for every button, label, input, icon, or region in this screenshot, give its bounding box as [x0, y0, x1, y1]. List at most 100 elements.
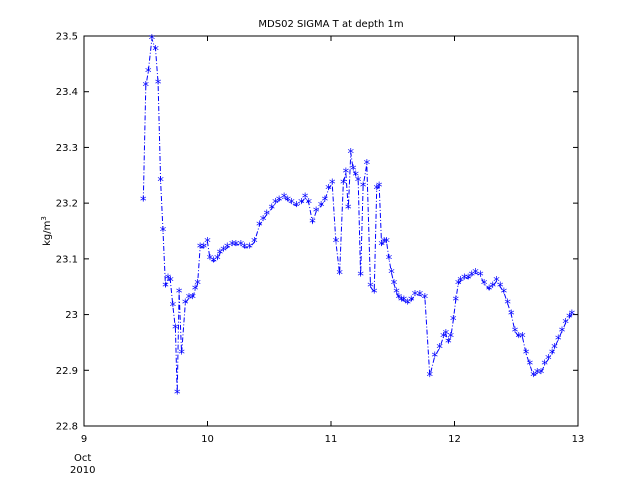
data-point-marker: * — [293, 200, 300, 215]
y-tick-label: 22.9 — [56, 366, 78, 377]
data-point-marker: * — [527, 359, 534, 374]
data-point-marker: * — [340, 178, 347, 193]
data-point-marker: * — [178, 348, 185, 363]
y-tick-label: 23.3 — [56, 143, 78, 154]
x-tick-label: 9 — [81, 434, 87, 445]
data-point-marker: * — [486, 284, 493, 299]
data-point-marker: * — [272, 197, 279, 212]
data-point-marker: * — [350, 164, 357, 179]
data-point-marker: * — [322, 194, 329, 209]
data-point-marker: * — [515, 331, 522, 346]
data-point-marker: * — [264, 208, 271, 223]
data-point-marker: * — [364, 158, 371, 173]
data-point-marker: * — [477, 270, 484, 285]
data-point-marker: * — [388, 267, 395, 282]
data-point-marker: * — [391, 278, 398, 293]
data-point-marker: * — [360, 180, 367, 195]
data-point-marker: * — [220, 245, 227, 260]
data-point-marker: * — [210, 256, 217, 271]
plot-area-frame — [83, 35, 579, 427]
data-point-marker: * — [229, 239, 236, 254]
data-point-marker: * — [149, 33, 156, 48]
data-point-marker: * — [493, 275, 500, 290]
y-tick-label: 23.1 — [56, 254, 78, 265]
data-point-marker: * — [285, 194, 292, 209]
data-point-marker: * — [176, 286, 183, 301]
data-point-marker: * — [497, 281, 504, 296]
data-point-marker: * — [343, 167, 350, 182]
data-point-marker: * — [186, 292, 193, 307]
data-point-marker: * — [393, 286, 400, 301]
data-point-marker: * — [318, 200, 325, 215]
data-point-marker: * — [457, 275, 464, 290]
data-point-marker: * — [201, 242, 208, 257]
data-point-marker: * — [541, 359, 548, 374]
data-point-marker: * — [357, 270, 364, 285]
data-point-marker: * — [157, 175, 164, 190]
data-point-marker: * — [288, 197, 295, 212]
data-point-marker: * — [417, 289, 424, 304]
y-axis-label-main: kg/m — [42, 221, 53, 246]
data-point-marker: * — [160, 225, 167, 240]
data-point-marker: * — [309, 217, 316, 232]
data-point-marker: * — [549, 348, 556, 363]
data-point-marker: * — [145, 66, 152, 81]
data-point-marker: * — [251, 236, 258, 251]
data-point-marker: * — [440, 331, 447, 346]
data-point-marker: * — [233, 239, 240, 254]
data-point-marker: * — [241, 242, 248, 257]
data-point-marker: * — [373, 183, 380, 198]
y-tick-label: 23.4 — [56, 87, 78, 98]
y-tick-label: 23.2 — [56, 199, 78, 210]
data-point-marker: * — [162, 281, 169, 296]
data-point-marker: * — [238, 239, 245, 254]
data-point-marker: * — [165, 272, 172, 287]
x-tick-label: 10 — [201, 434, 214, 445]
data-point-marker: * — [268, 203, 275, 218]
data-point-marker: * — [559, 325, 566, 340]
plot-axes: 9 10 11 12 13 22.8 22.9 23 23.1 23.2 23.3 23.4 23.5 — [56, 32, 585, 446]
data-point-marker: * — [408, 295, 415, 310]
data-point-marker: * — [562, 317, 569, 332]
data-point-marker: * — [192, 284, 199, 299]
data-point-marker: * — [508, 309, 515, 324]
y-tick-label: 23.5 — [56, 32, 78, 43]
data-series-layer: ****************************************… — [140, 33, 576, 403]
data-point-marker: * — [461, 272, 468, 287]
data-point-marker: * — [333, 236, 340, 251]
y-tick-label: 22.8 — [56, 422, 78, 433]
data-point-marker: * — [490, 281, 497, 296]
data-point-marker: * — [336, 268, 343, 283]
data-point-marker: * — [404, 297, 411, 312]
data-point-marker: * — [523, 348, 530, 363]
data-point-marker: * — [530, 370, 537, 385]
data-point-marker: * — [214, 253, 221, 268]
data-point-marker: * — [445, 336, 452, 351]
data-point-marker: * — [204, 236, 211, 251]
data-point-marker: * — [167, 275, 174, 290]
data-point-marker: * — [383, 236, 390, 251]
y-axis-label-superscript: 3 — [40, 216, 48, 220]
data-point-marker: * — [306, 197, 313, 212]
data-point-marker: * — [348, 147, 355, 162]
data-point-marker: * — [512, 325, 519, 340]
data-point-marker: * — [398, 295, 405, 310]
data-point-marker: * — [501, 286, 508, 301]
data-point-marker: * — [182, 297, 189, 312]
data-point-marker: * — [140, 194, 147, 209]
x-axis-month-label: Oct — [74, 453, 91, 464]
data-point-marker: * — [427, 370, 434, 385]
data-point-marker: * — [281, 192, 288, 207]
data-point-marker: * — [217, 247, 224, 262]
y-tick-label: 23 — [65, 310, 78, 321]
data-point-marker: * — [448, 331, 455, 346]
y-axis-label: kg/m3 — [40, 216, 53, 246]
data-point-marker: * — [469, 270, 476, 285]
data-point-marker: * — [452, 295, 459, 310]
data-point-marker: * — [329, 178, 336, 193]
data-point-marker: * — [551, 342, 558, 357]
data-point-marker: * — [170, 300, 177, 315]
data-point-marker: * — [325, 183, 332, 198]
data-point-marker: * — [455, 278, 462, 293]
data-point-marker: * — [504, 297, 511, 312]
